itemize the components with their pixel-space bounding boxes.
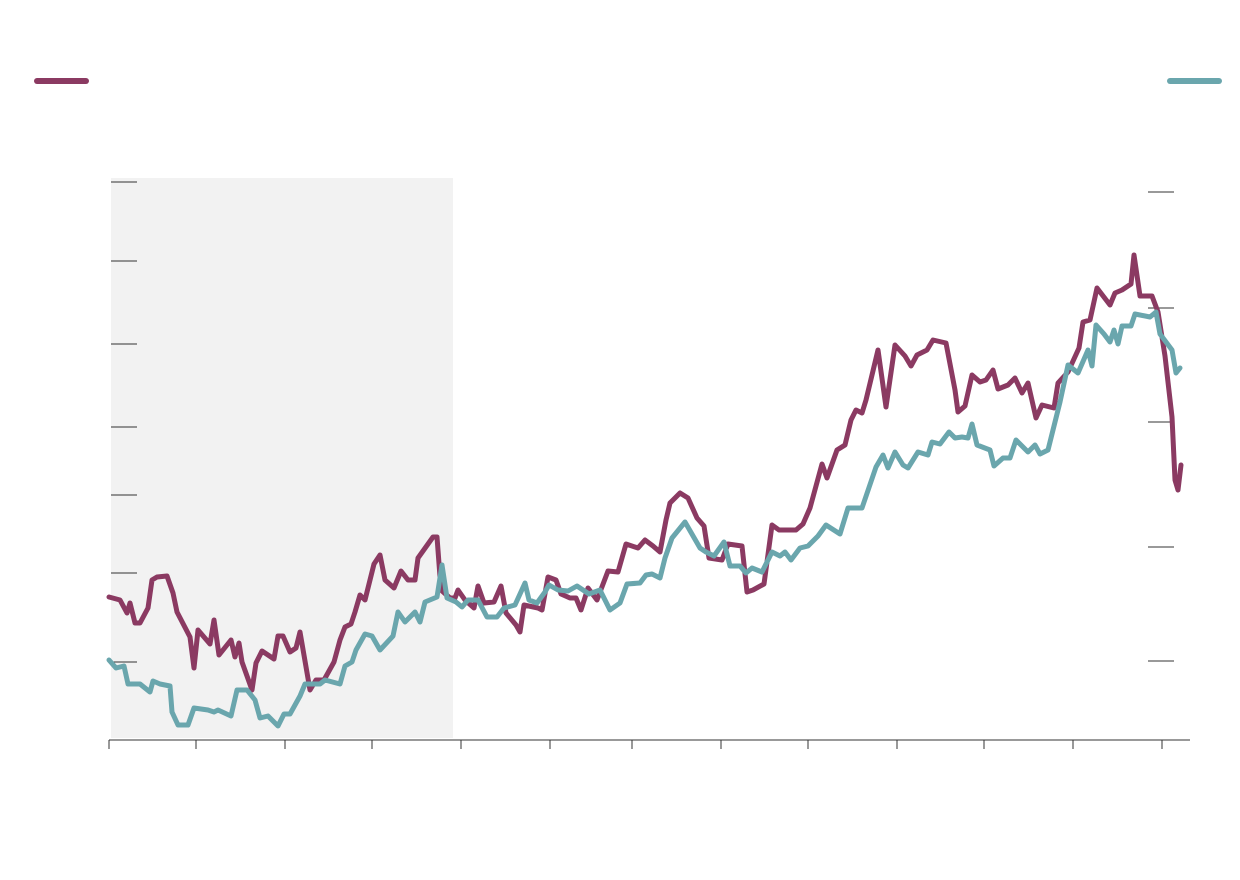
shaded-region — [111, 178, 453, 738]
line-series — [106, 252, 1184, 693]
line-series — [106, 309, 1183, 729]
